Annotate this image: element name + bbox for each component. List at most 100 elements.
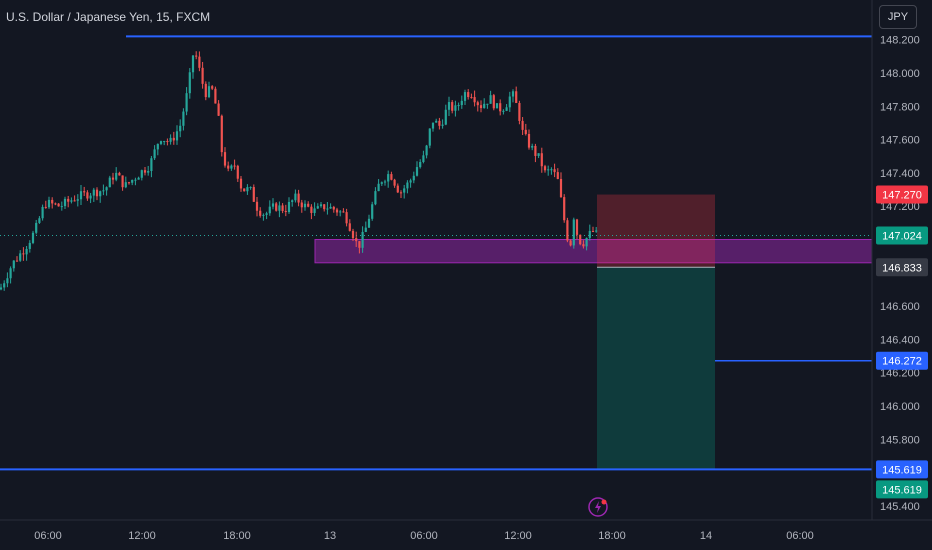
price-tag-last: 147.024: [876, 226, 928, 245]
price-tag-label: 145.619: [882, 464, 922, 476]
candle-body: [339, 211, 342, 213]
candle-body: [137, 177, 140, 180]
candle-body: [585, 237, 588, 247]
price-tag-bg: [876, 460, 928, 479]
candle-body: [575, 219, 579, 235]
price-tag-bg: [876, 226, 928, 245]
candle-body: [489, 95, 492, 104]
candle-body: [60, 206, 63, 208]
candle-body: [431, 122, 435, 129]
drawn-zones: [314, 194, 873, 470]
candle-body: [169, 137, 172, 142]
candle-body: [278, 205, 281, 211]
price-tag-level: 145.619: [876, 460, 928, 479]
price-tag-label: 145.619: [882, 484, 922, 496]
candle-body: [495, 103, 499, 109]
candle-body: [550, 169, 553, 171]
candle-body: [3, 283, 6, 288]
candle-body: [335, 209, 339, 213]
candle-body: [572, 219, 575, 246]
candle-body: [547, 169, 550, 171]
candle-body: [124, 182, 127, 188]
candle-body: [492, 95, 495, 109]
candle-body: [355, 238, 358, 242]
candle-body: [521, 120, 524, 130]
time-tick-label: 18:00: [598, 530, 626, 542]
candle-body: [31, 232, 35, 243]
candle-body: [473, 97, 476, 103]
candle-body: [559, 178, 563, 198]
candle-body: [51, 199, 54, 204]
candle-body: [428, 128, 431, 146]
price-tag-label: 146.272: [882, 356, 922, 368]
candle-body: [195, 55, 198, 57]
candle-body: [595, 230, 598, 232]
candle-body: [284, 210, 287, 213]
candle-body: [300, 202, 303, 208]
currency-button[interactable]: JPY: [879, 5, 917, 29]
candle-body: [556, 172, 559, 179]
candle-body: [399, 192, 403, 194]
price-tick-label: 146.000: [880, 401, 920, 413]
candle-body: [396, 185, 399, 193]
candle-body: [313, 208, 316, 213]
lightning-icon[interactable]: [588, 497, 608, 517]
candle-body: [207, 86, 211, 98]
candle-body: [262, 214, 265, 216]
candle-body: [515, 91, 518, 103]
time-tick-label: 06:00: [410, 530, 438, 542]
candle-body: [563, 197, 566, 221]
price-tag-bg: [876, 480, 928, 499]
candle-body: [223, 152, 227, 166]
candle-body: [460, 100, 463, 106]
candle-body: [108, 177, 111, 188]
price-tick-label: 146.400: [880, 334, 920, 346]
candle-body: [291, 200, 294, 202]
candle-body: [201, 67, 204, 84]
candle-body: [259, 210, 262, 216]
candle-body: [393, 179, 396, 186]
candle-body: [6, 278, 9, 284]
time-tick-label: 12:00: [128, 530, 156, 542]
candles: [0, 51, 598, 291]
candle-body: [543, 166, 547, 171]
candle-body: [479, 105, 483, 109]
candle-body: [198, 56, 201, 68]
candle-body: [243, 188, 246, 192]
candle-body: [102, 190, 105, 192]
candle-body: [511, 91, 515, 97]
price-tick-label: 147.200: [880, 201, 920, 213]
candle-body: [374, 191, 377, 205]
candle-body: [367, 218, 371, 228]
candle-body: [159, 141, 163, 144]
candle-body: [153, 149, 156, 159]
candle-body: [377, 183, 380, 192]
candle-body: [12, 260, 15, 269]
candle-body: [470, 97, 473, 99]
candle-body: [175, 131, 179, 141]
candle-body: [537, 153, 540, 156]
candle-body: [118, 172, 121, 176]
candle-body: [211, 86, 214, 89]
candle-body: [403, 188, 406, 193]
candle-body: [438, 120, 441, 126]
candle-body: [540, 153, 543, 167]
candle-body: [15, 260, 19, 262]
candle-body: [188, 72, 191, 94]
candle-body: [582, 244, 585, 247]
candle-body: [131, 179, 134, 183]
candle-body: [166, 141, 169, 143]
price-tick-label: 147.400: [880, 168, 920, 180]
candle-body: [217, 103, 220, 116]
price-tag-entry: 146.833: [876, 258, 928, 277]
horizontal-levels: [0, 35, 872, 471]
price-tick-label: 146.200: [880, 368, 920, 380]
candle-body: [54, 203, 57, 205]
price-tag-level: 146.272: [876, 351, 928, 370]
candle-body: [281, 205, 284, 211]
candle-body: [0, 287, 3, 290]
candle-body: [483, 103, 486, 109]
candle-body: [275, 203, 278, 211]
candle-body: [227, 165, 230, 169]
